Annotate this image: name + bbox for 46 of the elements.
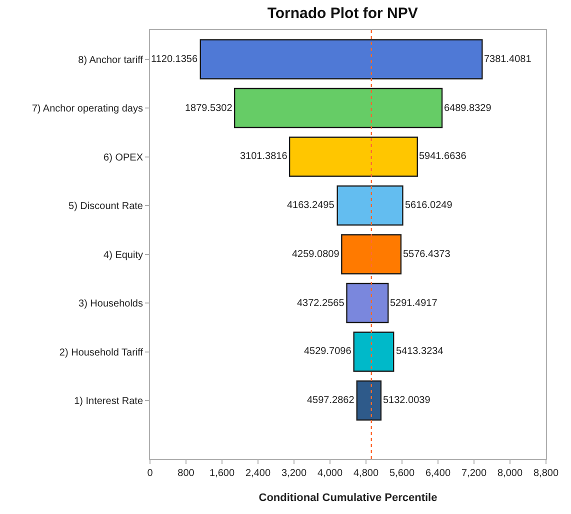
bar [341, 234, 402, 274]
x-tick-label: 3,200 [281, 468, 307, 479]
x-tick-label: 4,800 [353, 468, 379, 479]
x-tick-label: 800 [178, 468, 195, 479]
annotation: 7381.4081 [484, 54, 532, 65]
x-tick-label: 7,200 [461, 468, 487, 479]
x-tick-label: 1,600 [209, 468, 235, 479]
bar [336, 185, 404, 226]
x-tick-label: 6,400 [425, 468, 451, 479]
annotation: 1120.1356 [151, 54, 198, 65]
x-tick-label: 8,000 [497, 468, 523, 479]
x-tick-label: 2,400 [245, 468, 271, 479]
annotation: 5132.0039 [383, 395, 431, 406]
annotation: 4372.2565 [297, 298, 345, 309]
bar [200, 39, 483, 80]
y-tick-label: 8) Anchor tariff [78, 54, 144, 66]
annotation: 4259.0809 [292, 249, 340, 260]
bar [288, 136, 418, 177]
y-tick-label: 3) Households [78, 298, 143, 310]
annotation: 5616.0249 [405, 200, 453, 211]
x-tick-label: 0 [147, 468, 154, 479]
x-tick-label: 5,600 [389, 468, 415, 479]
chart-title: Tornado Plot for NPV [267, 5, 418, 22]
x-tick-label: 8,800 [533, 468, 559, 479]
bar [353, 332, 394, 372]
bar [234, 88, 443, 128]
annotation: 5941.6636 [419, 151, 467, 162]
bar [346, 282, 389, 324]
annotation: 1879.5302 [185, 103, 233, 114]
y-tick-label: 7) Anchor operating days [32, 104, 143, 114]
y-tick-label: 1) Interest Rate [74, 396, 144, 407]
y-tick-label: 6) OPEX [104, 152, 144, 164]
annotation: 6489.8329 [444, 103, 492, 114]
annotation: 5576.4373 [403, 249, 451, 260]
bar [356, 380, 382, 421]
y-tick-label: 2) Household Tariff [59, 347, 144, 358]
y-tick-label: 5) Discount Rate [68, 201, 144, 212]
x-axis-title: Conditional Cumulative Percentile [258, 492, 438, 504]
annotation: 4597.2862 [307, 395, 355, 406]
annotation: 5413.3234 [396, 346, 444, 357]
annotation: 3101.3816 [240, 151, 288, 162]
x-tick-label: 4,000 [317, 468, 343, 479]
annotation: 5291.4917 [390, 298, 438, 309]
annotation: 4529.7096 [304, 346, 352, 357]
y-tick-label: 4) Equity [104, 250, 143, 261]
annotation: 4163.2495 [287, 200, 335, 211]
